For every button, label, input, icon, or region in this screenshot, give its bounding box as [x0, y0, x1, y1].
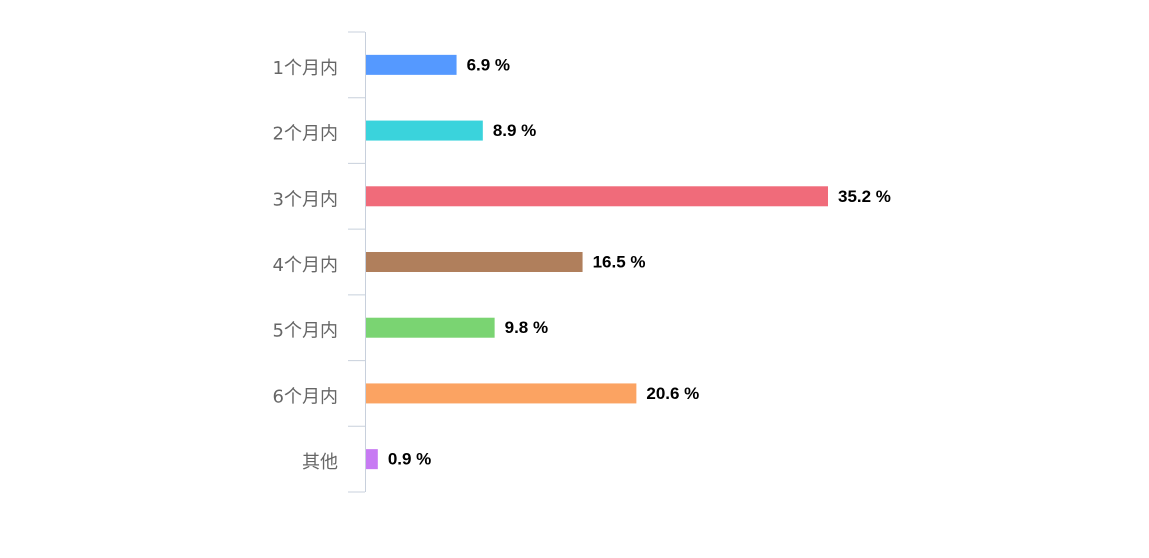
value-label: 16.5 %	[593, 252, 646, 271]
bar	[366, 54, 457, 75]
category-label: 2个月内	[273, 124, 338, 145]
category-label: 1个月内	[273, 58, 338, 79]
category-label: 3个月内	[273, 189, 338, 210]
category-label: 其他	[302, 452, 338, 473]
category-label: 5个月内	[273, 321, 338, 342]
bar	[366, 120, 483, 141]
value-label: 6.9 %	[467, 55, 510, 74]
bar	[366, 449, 378, 470]
bar	[366, 317, 495, 338]
value-label: 0.9 %	[388, 450, 431, 469]
value-label: 9.8 %	[505, 318, 548, 337]
category-label: 4个月内	[273, 255, 338, 276]
value-label: 20.6 %	[646, 384, 699, 403]
bar	[366, 383, 637, 404]
bar	[366, 186, 828, 207]
value-label: 8.9 %	[493, 121, 536, 140]
value-label: 35.2 %	[838, 187, 891, 206]
category-label: 6个月内	[273, 386, 338, 407]
bar	[366, 252, 583, 272]
